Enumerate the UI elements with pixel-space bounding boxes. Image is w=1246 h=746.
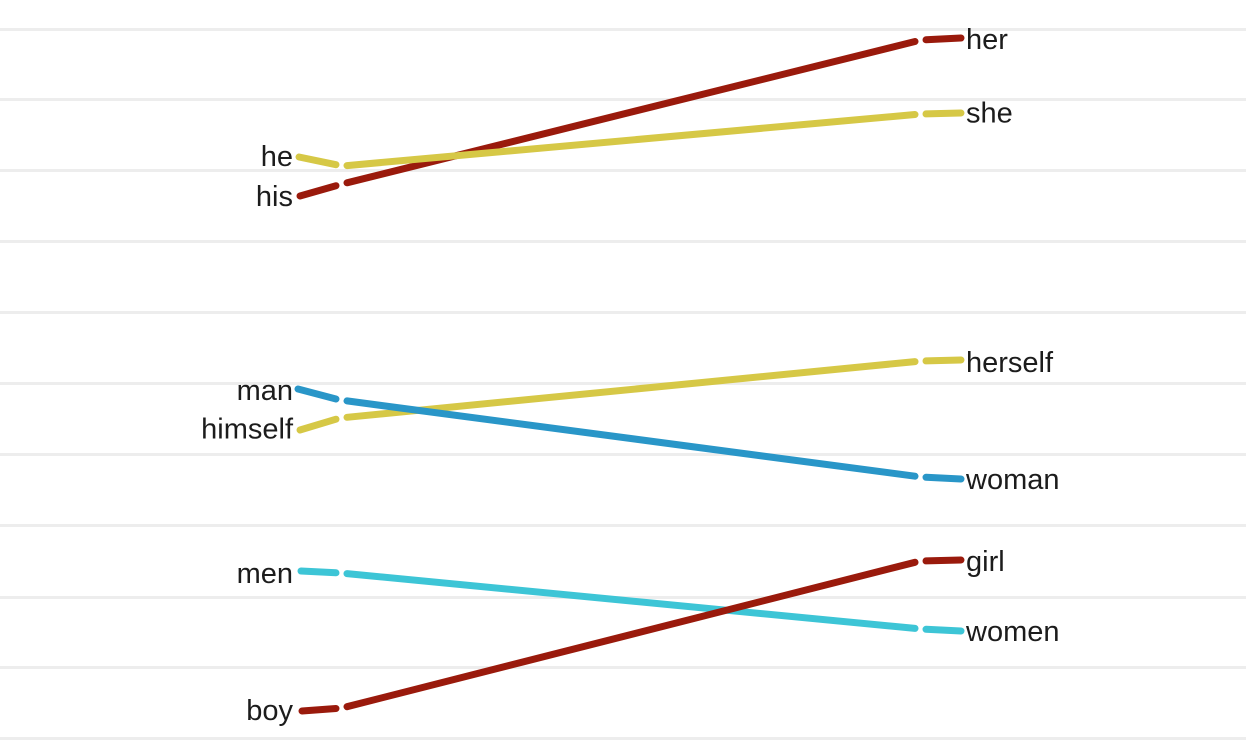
series-he-she: he she xyxy=(261,98,1013,174)
series-label-left-boy-girl: boy xyxy=(246,695,293,727)
series-line-segment-men-women xyxy=(297,567,340,577)
series-line-segment-he-she xyxy=(922,109,965,118)
series-line-segment-he-she xyxy=(295,153,340,169)
series-line-segment-boy-girl xyxy=(298,705,340,715)
series-label-right-he-she: she xyxy=(966,98,1013,130)
series-label-right-boy-girl: girl xyxy=(966,546,1005,578)
series-line-segment-his-her xyxy=(922,34,965,44)
series-line-segment-himself-herself xyxy=(296,415,340,434)
series-line-segment-man-woman xyxy=(922,473,965,483)
series-line-segment-men-women xyxy=(922,625,965,635)
series-man-woman: man woman xyxy=(237,375,1060,496)
series-label-left-men-women: men xyxy=(237,558,293,590)
series-line-segment-boy-girl xyxy=(343,558,919,711)
series-line-segment-man-woman xyxy=(343,397,919,480)
series-line-segment-his-her xyxy=(343,38,919,187)
series-label-left-he-she: he xyxy=(261,141,293,173)
series-label-left-his-her: his xyxy=(256,181,293,213)
series-line-segment-himself-herself xyxy=(922,356,965,365)
series-line-segment-his-her xyxy=(296,182,340,200)
series-line-segment-men-women xyxy=(343,570,919,632)
series-himself-herself: himself herself xyxy=(201,347,1054,446)
series-label-left-himself-herself: himself xyxy=(201,414,294,446)
series-label-left-man-woman: man xyxy=(237,375,293,407)
series-men-women: men women xyxy=(237,558,1060,648)
series-label-right-men-women: women xyxy=(965,616,1060,648)
series-label-right-his-her: her xyxy=(966,24,1008,56)
series-line-segment-man-woman xyxy=(294,385,340,403)
series-line-segment-he-she xyxy=(343,111,919,170)
series-boy-girl: boy girl xyxy=(246,546,1004,727)
series-label-right-man-woman: woman xyxy=(965,464,1060,496)
series-line-segment-boy-girl xyxy=(922,556,965,565)
series-line-segment-himself-herself xyxy=(343,358,919,421)
series-label-right-himself-herself: herself xyxy=(966,347,1054,379)
